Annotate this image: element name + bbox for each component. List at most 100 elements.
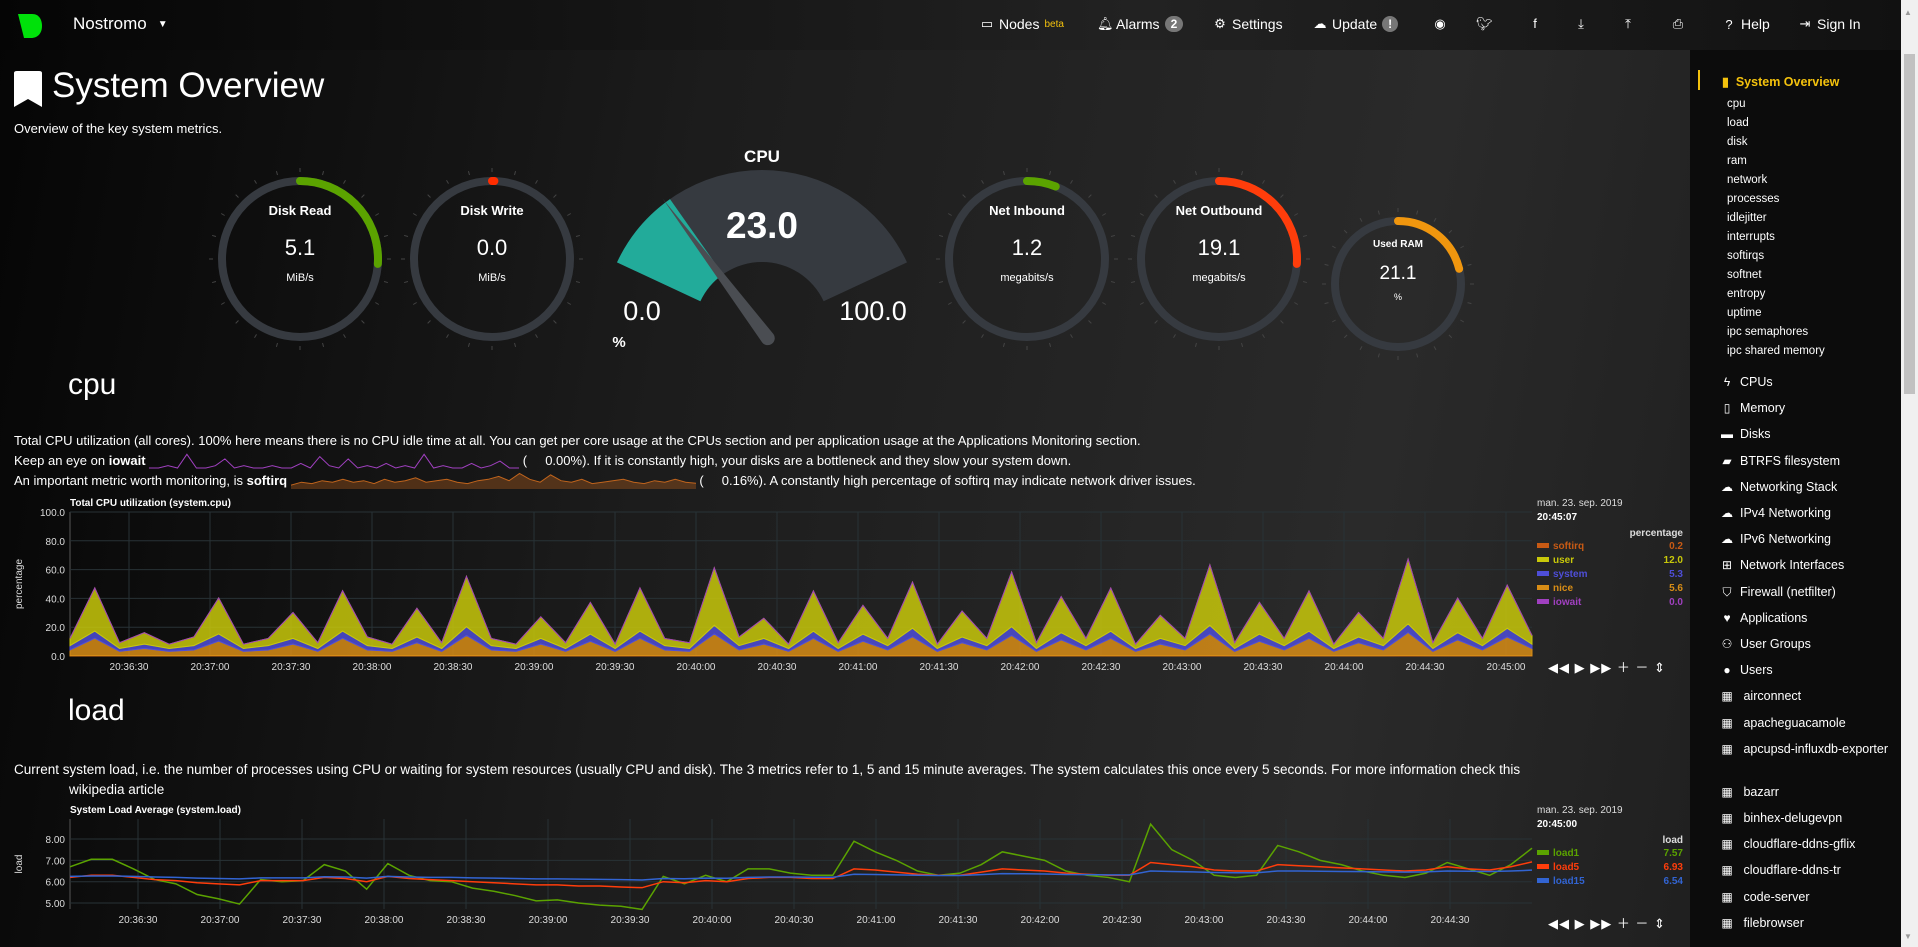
sidebar-subitem-ipc-semaphores[interactable]: ipc semaphores (1727, 326, 1809, 338)
sidebar-item-filebrowser[interactable]: ▦ filebrowser (1720, 915, 1898, 932)
sidebar-subitem-uptime[interactable]: uptime (1727, 307, 1762, 319)
load-chart-legend: man. 23. sep. 2019 20:45:00 load load1 7.57 l… (1537, 805, 1687, 888)
load-chart-controls[interactable]: ◀◀ ▶ ▶▶ ＋ － ⇕ (1548, 916, 1666, 931)
legend-label: softirq (1553, 540, 1585, 552)
x-tick-label: 20:41:00 (857, 915, 896, 926)
sitemap-icon: ⊞ (1721, 558, 1733, 573)
legend-item-nice[interactable]: nice 5.6 (1537, 581, 1687, 595)
series-line-load15 (69, 869, 1533, 881)
nav-settings-button[interactable]: ⚙ Settings (1213, 16, 1282, 32)
sidebar-subitem-network[interactable]: network (1727, 174, 1768, 186)
gauge-tick (1331, 319, 1336, 323)
nav-github-button[interactable]: ◉ (1433, 16, 1447, 32)
wikipedia-link[interactable]: wikipedia article (69, 782, 165, 797)
sidebar-item-firewall-netfilter-[interactable]: ⛉ Firewall (netfilter) (1720, 584, 1898, 601)
nav-help-button[interactable]: ? Help (1722, 16, 1769, 32)
gauge-tick (1102, 213, 1107, 216)
load-chart[interactable]: 20:36:30 20:37:00 20:37:30 20:38:00 20:38:30… (0, 812, 1536, 947)
gauge-tick (962, 320, 966, 324)
cpu-chart[interactable]: 20:36:30 20:37:00 20:37:30 20:38:00 20:38:30… (0, 505, 1536, 685)
scrollbar-thumb[interactable] (1904, 54, 1915, 394)
netdata-logo-icon[interactable] (18, 13, 44, 39)
sidebar-subitem-load[interactable]: load (1727, 117, 1749, 129)
sidebar-item-airconnect[interactable]: ▦ airconnect (1720, 688, 1898, 705)
sidebar-subitem-ipc-shared-memory[interactable]: ipc shared memory (1727, 345, 1825, 357)
nav-upload-button[interactable]: ⤒ (1621, 16, 1635, 32)
legend-item-system[interactable]: system 5.3 (1537, 567, 1687, 581)
nav-sign-in-button[interactable]: ⇥ Sign In (1798, 16, 1861, 32)
x-tick-label: 20:37:00 (191, 662, 230, 673)
nav-alarms-button[interactable]: 🔔︎ Alarms 2 (1097, 16, 1184, 32)
gauge-tick (1302, 281, 1308, 284)
gauge-tick (947, 213, 952, 216)
legend-item-load15[interactable]: load15 6.54 (1537, 874, 1687, 888)
legend-value: 5.3 (1669, 568, 1683, 580)
gauge-tick (1460, 245, 1465, 249)
legend-item-softirq[interactable]: softirq 0.2 (1537, 539, 1687, 553)
legend-item-load1[interactable]: load1 7.57 (1537, 846, 1687, 860)
gauge-net-inbound[interactable] (936, 168, 1118, 350)
gauge-tick (1294, 213, 1299, 216)
sidebar-item-applications[interactable]: ♥ Applications (1720, 610, 1898, 627)
legend-item-load5[interactable]: load5 6.93 (1537, 860, 1687, 874)
sidebar-item-user-groups[interactable]: ⚇ User Groups (1720, 636, 1898, 653)
nav-twitter-button[interactable]: 🐦︎ (1476, 16, 1493, 32)
brand-name: Nostromo (73, 14, 147, 33)
gauge-title: Disk Read (268, 203, 332, 218)
cpu-gauge[interactable] (616, 170, 908, 346)
sidebar-item-binhex-delugevpn[interactable]: ▦ binhex-delugevpn (1720, 810, 1898, 827)
sidebar-subitem-ram[interactable]: ram (1727, 155, 1747, 167)
cpu-chart-controls[interactable]: ◀◀ ▶ ▶▶ ＋ － ⇕ (1548, 660, 1666, 675)
sidebar-subitem-processes[interactable]: processes (1727, 193, 1780, 205)
sidebar-subitem-idlejitter[interactable]: idlejitter (1727, 212, 1767, 224)
sidebar-item-btrfs-filesystem[interactable]: ▰ BTRFS filesystem (1720, 453, 1898, 470)
sidebar-subitem-softirqs[interactable]: softirqs (1727, 250, 1765, 262)
gauge-tick (1433, 217, 1437, 222)
sidebar-item-network-interfaces[interactable]: ⊞ Network Interfaces (1720, 557, 1898, 574)
softirq-sparkline[interactable] (290, 471, 696, 489)
sidebar-item-memory[interactable]: ▯ Memory (1720, 400, 1898, 417)
sidebar-item-code-server[interactable]: ▦ code-server (1720, 889, 1898, 906)
nav-download-button[interactable]: ⤓ (1574, 16, 1588, 32)
sidebar-item-cloudflare-ddns-tr[interactable]: ▦ cloudflare-ddns-tr (1720, 862, 1898, 879)
sidebar-subitem-interrupts[interactable]: interrupts (1727, 231, 1775, 243)
sidebar-subitem-disk[interactable]: disk (1727, 136, 1748, 148)
cloud-download-icon: ☁ (1313, 16, 1327, 31)
cloud-icon: ☁ (1721, 532, 1733, 547)
gauge-title: Net Inbound (989, 203, 1065, 218)
sidebar-item-system-overview[interactable]: ▮ System Overview (1722, 74, 1839, 89)
node-selector[interactable]: Nostromo ▼ (73, 14, 168, 34)
nav-nodes-button[interactable]: ▭ Nodes beta (980, 16, 1064, 32)
sidebar-item-apacheguacamole[interactable]: ▦ apacheguacamole (1720, 715, 1898, 732)
sidebar-item-apcupsd-influxdb-exporter[interactable]: ▦ apcupsd-influxdb-exporter (1720, 741, 1898, 758)
scroll-up-icon[interactable]: ▲ (1904, 8, 1912, 17)
sidebar-item-bazarr[interactable]: ▦ bazarr (1720, 784, 1898, 801)
legend-item-iowait[interactable]: iowait 0.0 (1537, 595, 1687, 609)
iowait-sparkline[interactable] (149, 451, 520, 469)
gauge-tick (1377, 210, 1380, 215)
sidebar-item-ipv4-networking[interactable]: ☁ IPv4 Networking (1720, 505, 1898, 522)
gauge-net-outbound[interactable] (1128, 168, 1310, 350)
sidebar-subitem-entropy[interactable]: entropy (1727, 288, 1766, 300)
sidebar-subitem-cpu[interactable]: cpu (1727, 98, 1746, 110)
gauge-disk-write[interactable] (401, 168, 583, 350)
sidebar-item-cloudflare-ddns-gflix[interactable]: ▦ cloudflare-ddns-gflix (1720, 836, 1898, 853)
label: apacheguacamole (1743, 715, 1846, 730)
legend-item-user[interactable]: user 12.0 (1537, 553, 1687, 567)
nav-facebook-button[interactable]: f (1528, 16, 1542, 31)
gauge-disk-read[interactable] (209, 168, 391, 350)
scroll-down-icon[interactable]: ▼ (1904, 932, 1912, 941)
nav-update-button[interactable]: ☁ Update! (1313, 16, 1399, 32)
sidebar-subitem-softnet[interactable]: softnet (1727, 269, 1762, 281)
gauge-tick (1448, 334, 1453, 339)
sidebar-item-users[interactable]: ● Users (1720, 662, 1898, 679)
sidebar-item-cpus[interactable]: ϟ CPUs (1720, 374, 1898, 391)
gauge-used-ram[interactable] (1322, 208, 1474, 360)
sidebar-item-ipv6-networking[interactable]: ☁ IPv6 Networking (1720, 531, 1898, 548)
nav-print-button[interactable]: ⎙ (1671, 16, 1685, 32)
sidebar-item-networking-stack[interactable]: ☁ Networking Stack (1720, 479, 1898, 496)
monitor-icon: ▭ (980, 16, 994, 31)
folder-open-icon: ▰ (1722, 453, 1732, 468)
sidebar-item-disks[interactable]: ▬ Disks (1720, 426, 1898, 443)
gauge-fill (1137, 177, 1301, 341)
